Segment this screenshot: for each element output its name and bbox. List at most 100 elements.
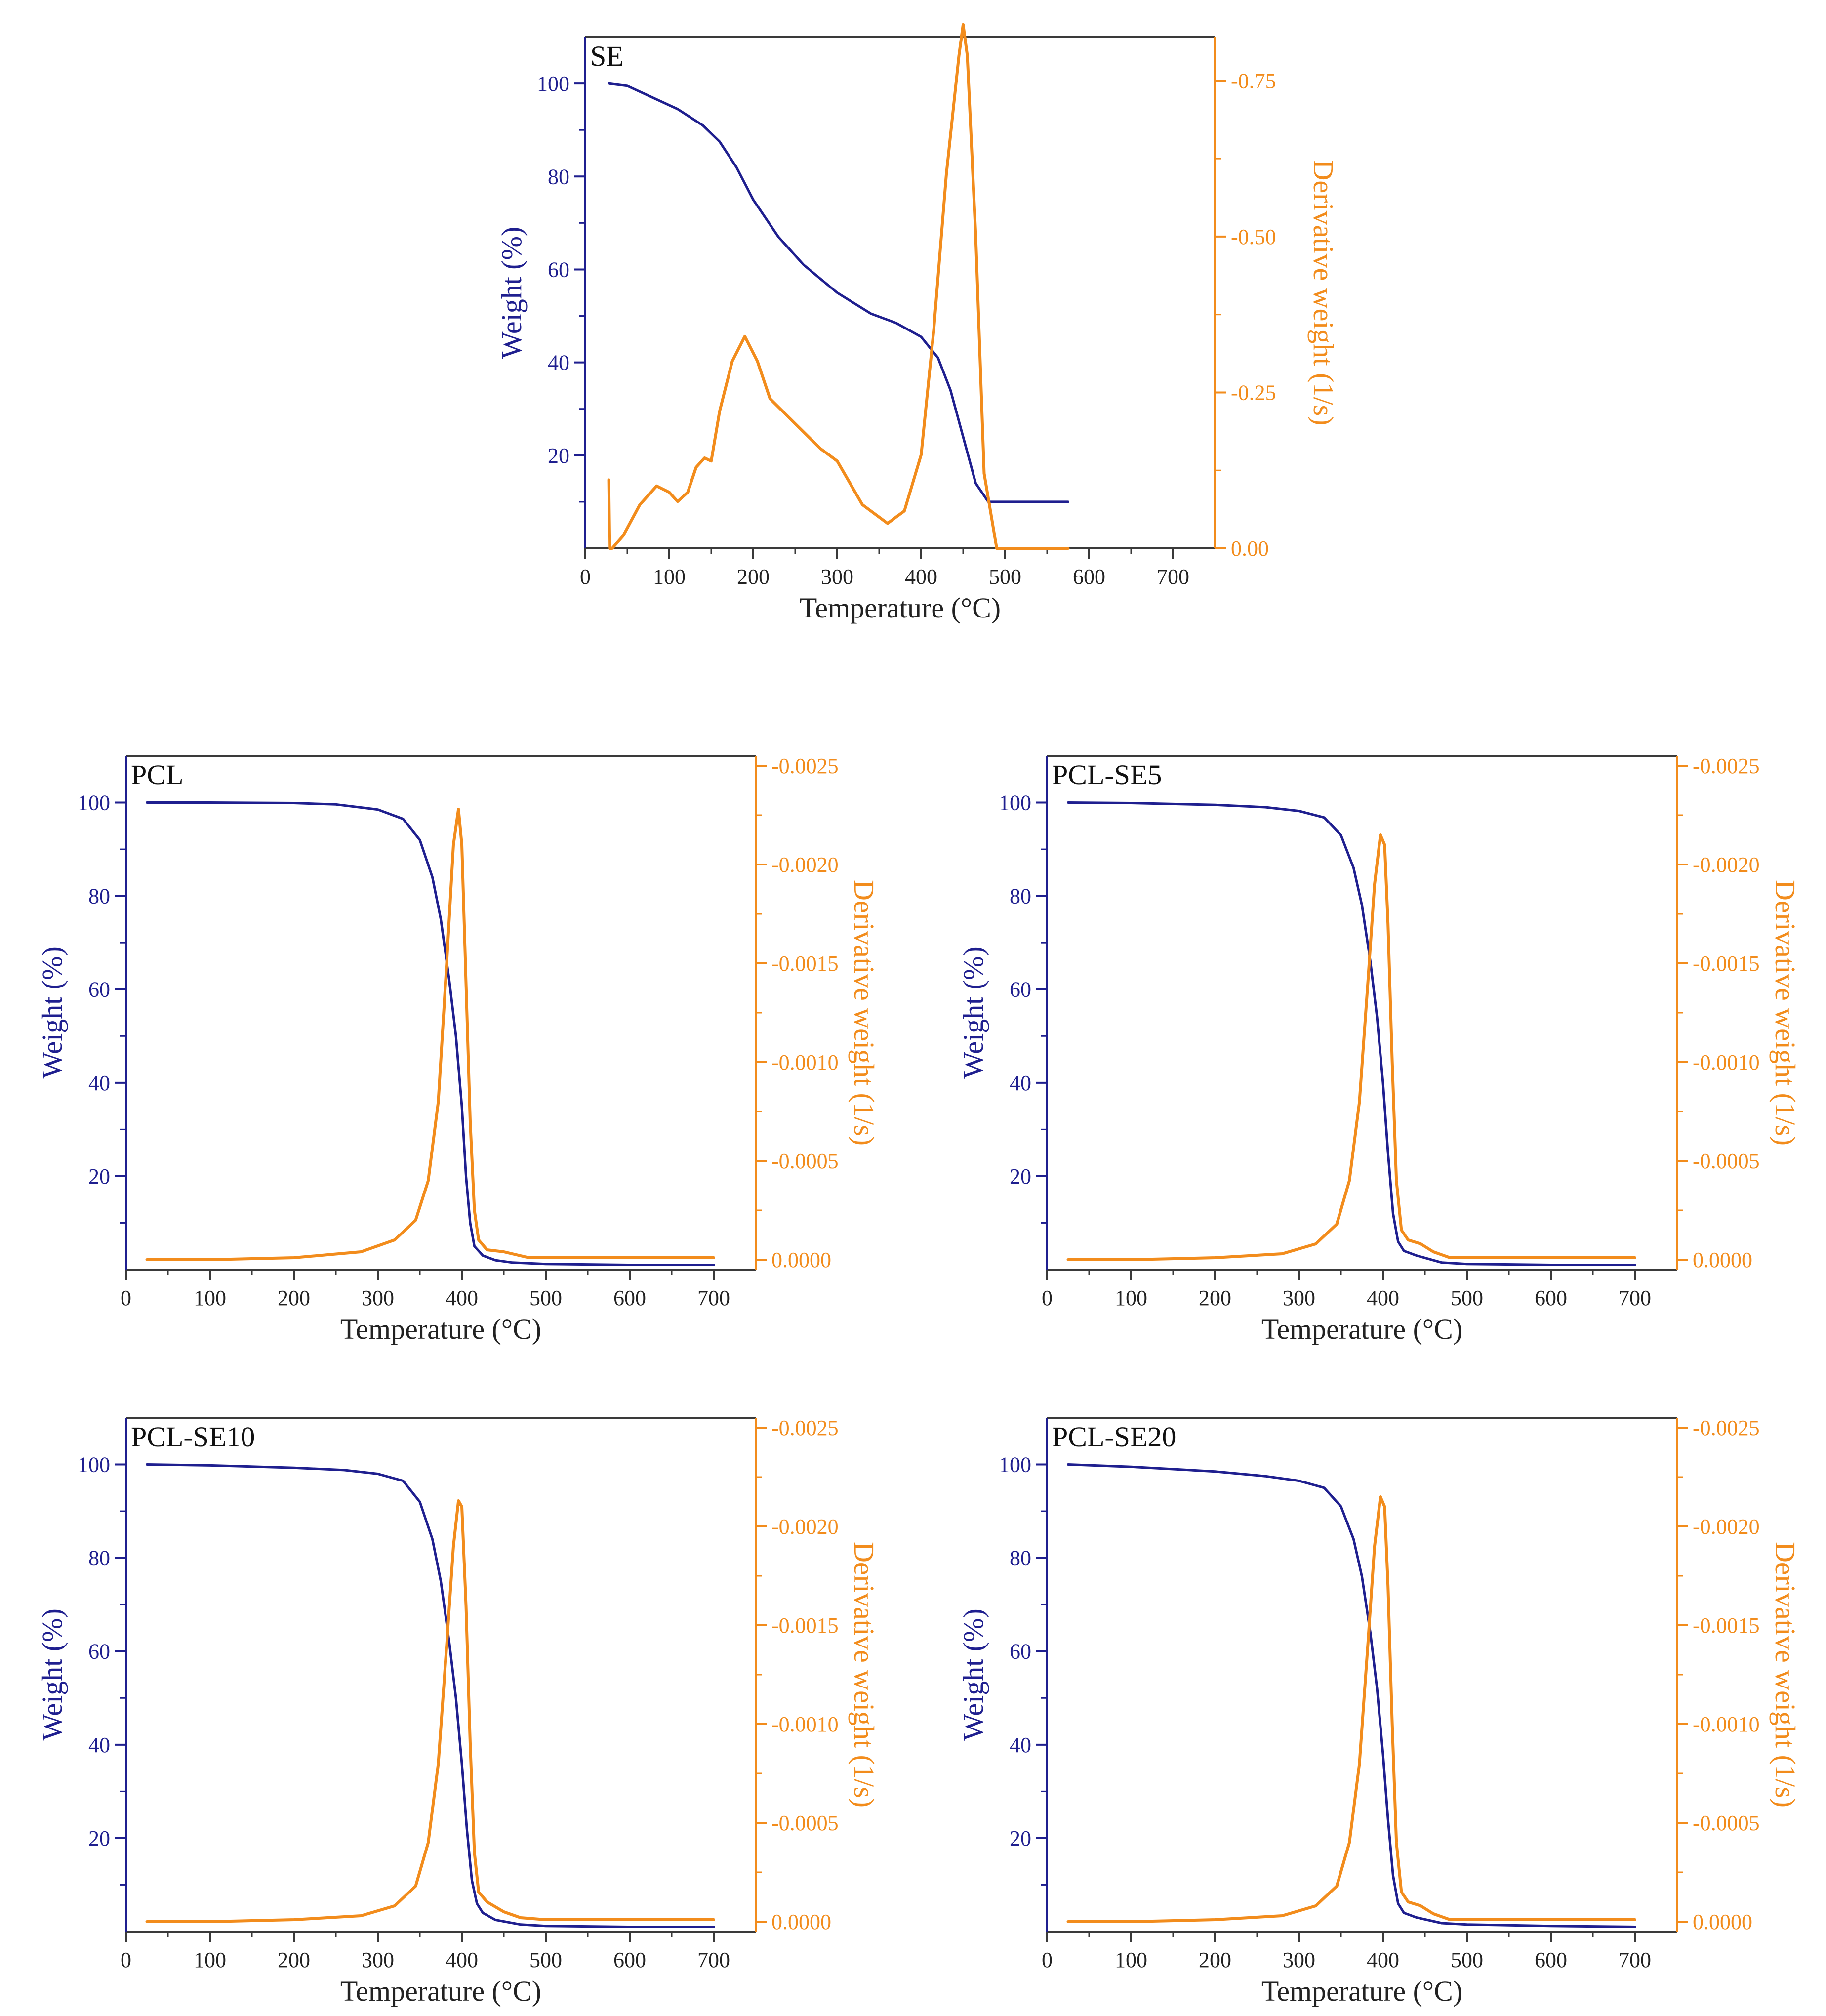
y-left-tick-label: 20	[88, 1826, 110, 1851]
weight-curve	[146, 801, 715, 1266]
y-right-tick-label: -0.50	[1231, 225, 1276, 249]
x-tick-label: 400	[1367, 1286, 1399, 1310]
derivative-curve	[1066, 833, 1636, 1261]
y-right-tick-label: -0.0020	[1693, 853, 1760, 877]
y-left-tick-label: 20	[1010, 1826, 1031, 1851]
x-tick-label: 300	[362, 1286, 394, 1310]
y-left-tick-label: 80	[1010, 884, 1031, 908]
y-left-tick-label: 40	[88, 1733, 110, 1757]
y-right-tick-label: 0.00	[1231, 536, 1269, 561]
y-left-tick-label: 60	[1010, 1640, 1031, 1664]
x-tick-label: 100	[194, 1286, 226, 1310]
x-tick-label: 400	[905, 565, 937, 589]
x-tick-label: 200	[737, 565, 770, 589]
x-tick-label: 100	[194, 1948, 226, 1972]
x-tick-label: 0	[580, 565, 591, 589]
y-left-axis-label: Weight (%)	[495, 227, 528, 359]
x-axis-label: Temperature (°C)	[340, 1313, 541, 1345]
y-right-tick-label: -0.0005	[1693, 1149, 1760, 1173]
x-tick-label: 700	[697, 1286, 730, 1310]
x-tick-label: 200	[1199, 1948, 1231, 1972]
panel-label: SE	[590, 40, 624, 72]
y-left-axis-label: Weight (%)	[36, 946, 68, 1079]
x-tick-label: 500	[1451, 1948, 1483, 1972]
y-left-tick-label: 40	[548, 351, 569, 375]
x-tick-label: 500	[529, 1948, 562, 1972]
x-tick-label: 500	[529, 1286, 562, 1310]
y-right-axis-label: Derivative weight (1/s)	[848, 1542, 880, 1808]
y-right-tick-label: -0.0025	[1693, 1416, 1760, 1440]
panel-label: PCL	[131, 759, 183, 791]
y-left-tick-label: 40	[1010, 1733, 1031, 1757]
x-tick-label: 600	[1535, 1948, 1567, 1972]
x-tick-label: 200	[1199, 1286, 1231, 1310]
x-tick-label: 300	[362, 1948, 394, 1972]
chart-pcl-se5: 0 100 200 300 400 500 600 700 20 40 60 80 100 0.0000 -…	[957, 754, 1801, 1345]
weight-curve	[146, 1463, 715, 1928]
panel-label: PCL-SE10	[131, 1421, 255, 1453]
y-right-tick-label: 0.0000	[1693, 1910, 1752, 1934]
x-tick-label: 700	[697, 1948, 730, 1972]
x-tick-label: 600	[613, 1948, 646, 1972]
y-left-axis-label: Weight (%)	[957, 1608, 989, 1741]
x-tick-label: 300	[821, 565, 853, 589]
x-tick-label: 700	[1619, 1948, 1651, 1972]
x-tick-label: 600	[613, 1286, 646, 1310]
derivative-curve	[145, 808, 715, 1261]
x-tick-label: 0	[121, 1948, 131, 1972]
weight-curve	[608, 82, 1069, 503]
y-left-tick-label: 20	[88, 1164, 110, 1189]
y-left-axis-label: Weight (%)	[957, 946, 989, 1079]
y-right-axis-label: Derivative weight (1/s)	[1307, 160, 1339, 426]
x-axis-label: Temperature (°C)	[1261, 1975, 1462, 2007]
x-tick-label: 300	[1283, 1948, 1315, 1972]
y-right-tick-label: -0.0015	[771, 951, 839, 976]
x-tick-label: 700	[1157, 565, 1189, 589]
y-right-tick-label: -0.0020	[771, 1515, 839, 1539]
x-axis-label: Temperature (°C)	[1261, 1313, 1462, 1345]
x-tick-label: 0	[121, 1286, 131, 1310]
y-left-tick-label: 40	[88, 1071, 110, 1095]
x-tick-label: 200	[278, 1948, 310, 1972]
chart-se: 0 100 200 300 400 500 600 700 20 40 60 80 100 0.00 -0.…	[495, 23, 1339, 624]
y-right-tick-label: -0.0010	[1693, 1712, 1760, 1736]
y-left-axis-label: Weight (%)	[36, 1608, 68, 1741]
y-right-tick-label: -0.0015	[771, 1613, 839, 1638]
y-left-tick-label: 100	[537, 72, 569, 96]
x-tick-label: 400	[446, 1948, 478, 1972]
y-right-tick-label: -0.0015	[1693, 951, 1760, 976]
y-right-axis-label: Derivative weight (1/s)	[848, 880, 880, 1146]
x-tick-label: 600	[1535, 1286, 1567, 1310]
y-right-tick-label: -0.0005	[771, 1811, 839, 1835]
y-right-tick-label: -0.0005	[771, 1149, 839, 1173]
y-left-tick-label: 60	[548, 257, 569, 282]
derivative-curve	[1066, 1495, 1636, 1923]
y-right-tick-label: 0.0000	[771, 1910, 831, 1934]
y-right-tick-label: -0.25	[1231, 380, 1276, 405]
x-tick-label: 400	[446, 1286, 478, 1310]
chart-pcl: 0 100 200 300 400 500 600 700 20 40 60 80 100 0.0000 -…	[36, 754, 880, 1345]
y-right-tick-label: -0.0010	[771, 1050, 839, 1074]
y-right-tick-label: -0.0025	[1693, 754, 1760, 778]
y-left-tick-label: 60	[88, 978, 110, 1002]
x-tick-label: 500	[989, 565, 1021, 589]
x-tick-label: 700	[1619, 1286, 1651, 1310]
x-tick-label: 0	[1042, 1948, 1053, 1972]
y-left-tick-label: 80	[548, 165, 569, 189]
y-right-tick-label: -0.0020	[1693, 1515, 1760, 1539]
x-tick-label: 500	[1451, 1286, 1483, 1310]
y-right-tick-label: -0.75	[1231, 69, 1276, 93]
y-left-tick-label: 20	[1010, 1164, 1031, 1189]
y-right-tick-label: 0.0000	[1693, 1248, 1752, 1272]
y-left-tick-label: 100	[999, 791, 1031, 815]
y-left-tick-label: 100	[999, 1453, 1031, 1477]
y-left-tick-label: 20	[548, 444, 569, 468]
chart-pcl-se20: 0 100 200 300 400 500 600 700 20 40 60 80 100 0.0000 -…	[957, 1416, 1801, 2007]
x-tick-label: 100	[653, 565, 686, 589]
x-tick-label: 300	[1283, 1286, 1315, 1310]
panel-label: PCL-SE5	[1052, 759, 1162, 791]
chart-pcl-se10: 0 100 200 300 400 500 600 700 20 40 60 80 100 0.0000 -…	[36, 1416, 880, 2007]
x-axis-label: Temperature (°C)	[340, 1975, 541, 2007]
y-right-tick-label: -0.0005	[1693, 1811, 1760, 1835]
x-tick-label: 200	[278, 1286, 310, 1310]
